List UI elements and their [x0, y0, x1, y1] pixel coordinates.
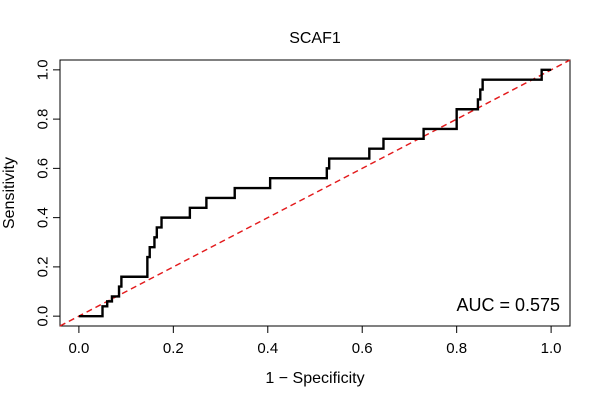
y-axis: 0.0 0.2 0.4 0.6 0.8 1.0 — [35, 59, 61, 327]
x-tick-label: 1.0 — [541, 340, 562, 357]
series-layer — [59, 59, 571, 327]
y-tick-label: 0.2 — [35, 256, 52, 277]
y-tick-label: 0.4 — [35, 207, 52, 228]
x-tick-label: 0.6 — [352, 340, 373, 357]
x-tick-label: 0.2 — [163, 340, 184, 357]
y-tick-label: 0.8 — [35, 109, 52, 130]
auc-annotation: AUC = 0.575 — [456, 295, 560, 315]
y-tick-label: 1.0 — [35, 59, 52, 80]
x-tick-label: 0.8 — [446, 340, 467, 357]
chart-title: SCAF1 — [289, 30, 341, 47]
roc-curve — [78, 68, 552, 318]
reference-diagonal — [59, 59, 571, 327]
x-tick-label: 0.4 — [257, 340, 278, 357]
x-axis: 0.0 0.2 0.4 0.6 0.8 1.0 — [68, 325, 562, 357]
x-tick-label: 0.0 — [68, 340, 89, 357]
y-tick-label: 0.6 — [35, 158, 52, 179]
x-axis-title: 1 − Specificity — [265, 370, 364, 387]
y-axis-title: Sensitivity — [1, 157, 18, 229]
y-tick-label: 0.0 — [35, 306, 52, 327]
